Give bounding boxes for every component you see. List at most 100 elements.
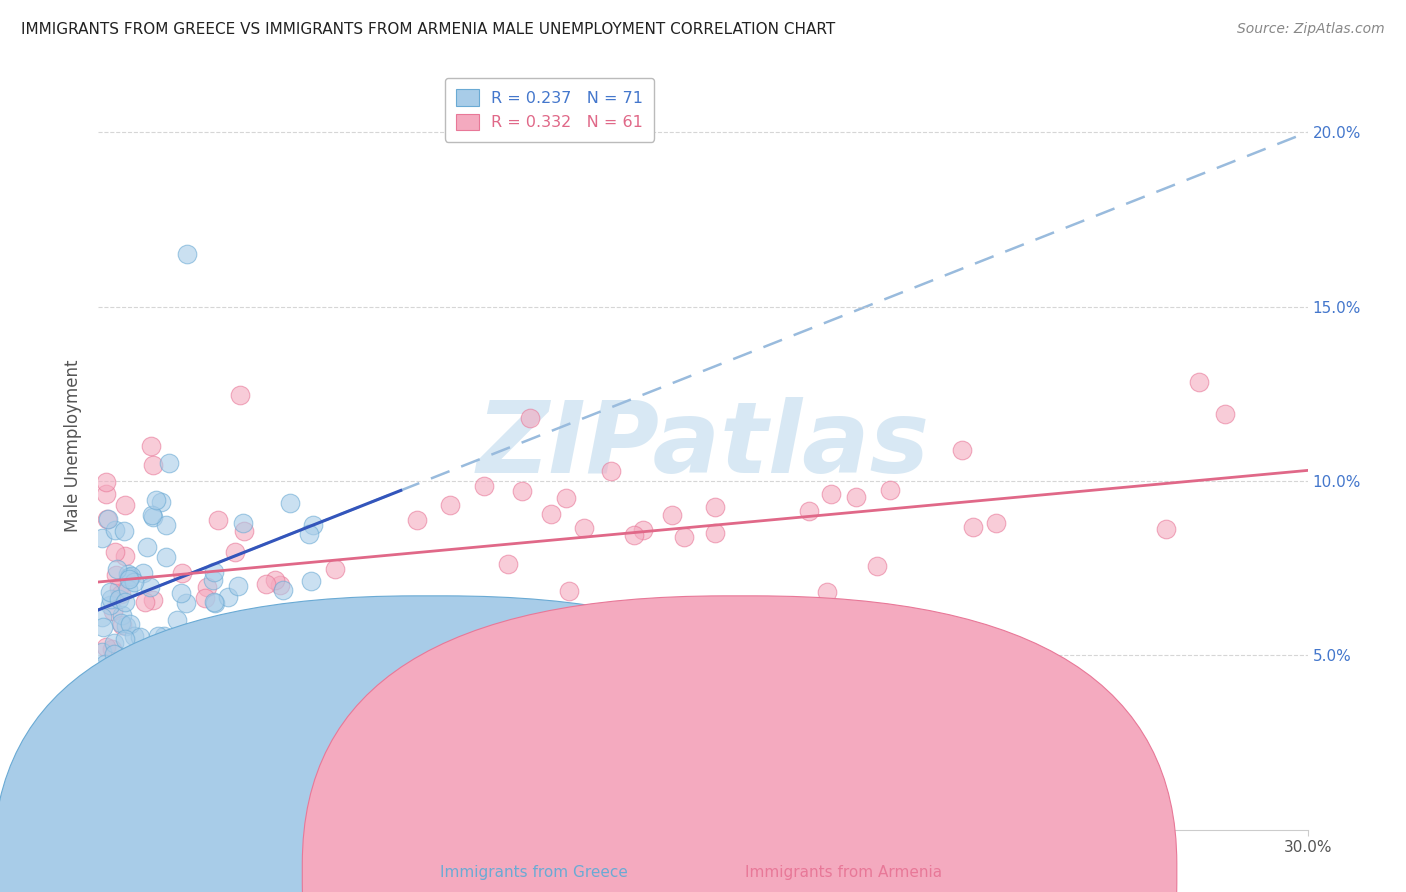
Point bbox=[986, 516, 1008, 530]
Point bbox=[117, 582, 139, 596]
Point bbox=[96, 475, 118, 489]
Point bbox=[1154, 522, 1177, 536]
Point bbox=[120, 569, 142, 583]
Point bbox=[623, 528, 645, 542]
Point bbox=[572, 521, 595, 535]
Point bbox=[142, 592, 165, 607]
Point bbox=[962, 520, 984, 534]
Point bbox=[128, 630, 150, 644]
Point bbox=[149, 637, 172, 651]
Point bbox=[125, 667, 148, 681]
Point bbox=[108, 581, 131, 595]
Text: ZIPatlas: ZIPatlas bbox=[477, 398, 929, 494]
Point bbox=[139, 439, 162, 453]
Point bbox=[176, 247, 198, 261]
Point bbox=[599, 464, 621, 478]
Text: Source: ZipAtlas.com: Source: ZipAtlas.com bbox=[1237, 22, 1385, 37]
Point bbox=[264, 573, 287, 587]
Point bbox=[217, 590, 239, 604]
Point bbox=[91, 644, 114, 658]
Point bbox=[142, 458, 165, 473]
Point bbox=[112, 524, 135, 539]
Text: Immigrants from Armenia: Immigrants from Armenia bbox=[745, 865, 942, 880]
Point bbox=[110, 615, 132, 630]
Point bbox=[224, 545, 246, 559]
Point bbox=[176, 596, 198, 610]
Point bbox=[278, 496, 301, 510]
Point bbox=[820, 487, 842, 501]
Point bbox=[207, 513, 229, 527]
Point bbox=[204, 595, 226, 609]
Point bbox=[797, 504, 820, 518]
Point bbox=[155, 550, 177, 565]
Point bbox=[520, 636, 543, 650]
Point bbox=[157, 457, 180, 471]
Point bbox=[202, 565, 225, 579]
Point bbox=[472, 479, 495, 493]
Point bbox=[136, 540, 159, 554]
Point bbox=[91, 687, 114, 701]
Point bbox=[540, 508, 562, 522]
Point bbox=[558, 584, 581, 599]
Point bbox=[110, 657, 132, 672]
Point bbox=[91, 620, 114, 634]
Point bbox=[204, 596, 226, 610]
Point bbox=[602, 633, 624, 648]
Point bbox=[170, 566, 193, 580]
Point bbox=[661, 508, 683, 523]
Point bbox=[879, 483, 901, 497]
Point bbox=[194, 591, 217, 606]
Point bbox=[105, 562, 128, 576]
Point bbox=[96, 640, 118, 654]
Point bbox=[114, 549, 136, 563]
Point bbox=[142, 509, 165, 524]
Point bbox=[124, 651, 146, 665]
Point bbox=[229, 388, 252, 402]
Point bbox=[104, 523, 127, 537]
Point bbox=[91, 610, 114, 624]
Point bbox=[96, 512, 118, 526]
Point bbox=[118, 572, 141, 586]
Point bbox=[100, 592, 122, 607]
Point bbox=[110, 587, 132, 601]
FancyBboxPatch shape bbox=[302, 596, 1177, 892]
Point bbox=[179, 644, 201, 658]
Point bbox=[269, 577, 291, 591]
Point bbox=[845, 490, 868, 504]
Point bbox=[115, 619, 138, 633]
Point bbox=[122, 574, 145, 589]
Point bbox=[226, 579, 249, 593]
Point bbox=[633, 523, 655, 537]
Point bbox=[271, 582, 294, 597]
Point bbox=[120, 718, 142, 732]
Point bbox=[496, 557, 519, 571]
Point bbox=[152, 629, 174, 643]
Point bbox=[703, 526, 725, 541]
Point bbox=[254, 577, 277, 591]
Point bbox=[672, 529, 695, 543]
Point bbox=[1215, 407, 1237, 421]
Y-axis label: Male Unemployment: Male Unemployment bbox=[65, 359, 83, 533]
Point bbox=[111, 618, 134, 632]
Point bbox=[122, 629, 145, 643]
Point bbox=[145, 493, 167, 508]
Point bbox=[302, 517, 325, 532]
Point bbox=[155, 518, 177, 533]
Point bbox=[91, 531, 114, 545]
Point bbox=[94, 657, 117, 672]
Point bbox=[201, 574, 224, 588]
Point bbox=[114, 632, 136, 646]
Point bbox=[148, 629, 170, 643]
Point bbox=[950, 442, 973, 457]
Point bbox=[233, 524, 256, 538]
Point bbox=[170, 586, 193, 600]
Point bbox=[195, 580, 218, 594]
Point bbox=[108, 592, 131, 607]
Point bbox=[1188, 375, 1211, 389]
Point bbox=[704, 500, 727, 515]
Point bbox=[96, 486, 118, 500]
Point bbox=[815, 585, 838, 599]
Point bbox=[110, 706, 132, 720]
Point bbox=[100, 642, 122, 657]
Point bbox=[121, 686, 143, 700]
